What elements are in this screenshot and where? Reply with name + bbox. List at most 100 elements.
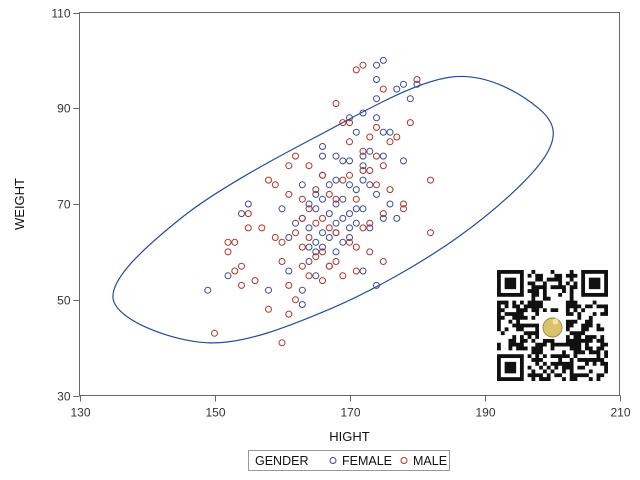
x-tick-label: 150 [205,406,225,420]
data-point-female [224,272,232,280]
data-point-male [373,181,380,189]
data-point-male [346,119,353,127]
qr-logo-highlight [552,318,559,325]
data-point-male [346,138,353,146]
data-point-male [258,224,266,232]
data-point-male [386,186,394,194]
data-point-male [400,200,407,208]
y-axis: 30 50 70 90 110 [51,7,80,404]
data-point-female [312,248,320,256]
data-point-male [352,195,360,203]
data-point-female [305,200,313,208]
data-point-male [359,224,367,232]
data-point-male [352,66,360,74]
data-point-male [319,214,326,222]
y-tick-label: 50 [57,294,71,308]
x-tick-label: 190 [475,406,495,420]
data-point-male [339,119,347,127]
data-point-male [305,205,313,213]
data-point-male [325,262,333,270]
data-point-male [285,281,293,289]
data-point-female [393,85,401,93]
data-point-female [325,210,333,218]
prediction-ellipse [112,75,554,344]
series-male [211,61,434,347]
data-point-female [359,152,367,160]
data-point-female [359,176,367,184]
data-point-female [319,229,326,237]
data-point-male [251,277,259,285]
data-point-male [211,329,218,337]
data-point-female [406,95,414,103]
data-point-female [413,80,421,88]
data-point-female [332,200,340,208]
series-group [204,56,434,347]
data-point-female [298,286,306,294]
data-point-male [244,224,252,232]
data-point-female [319,195,326,203]
data-point-male [359,147,367,155]
data-point-female [346,181,353,189]
data-point-female [298,181,306,189]
data-point-male [278,238,286,246]
data-point-male [231,267,239,275]
qr-code-image [494,267,611,384]
y-tick-label: 30 [57,390,71,404]
data-point-male [427,176,434,184]
qr-finder-core [504,361,517,374]
data-point-male [366,167,374,174]
data-point-female [352,205,360,213]
data-point-male [238,281,245,289]
data-point-male [305,162,313,170]
data-point-female [346,210,353,218]
data-point-female [352,128,360,136]
legend-label-male: MALE [413,454,447,468]
data-point-male [379,258,387,265]
data-point-male [332,258,340,265]
data-point-female [346,157,353,165]
data-point-female [285,234,293,241]
data-point-male [278,339,286,347]
series-female [204,56,421,308]
data-point-female [379,56,387,64]
data-point-female [379,152,387,160]
data-point-male [285,162,293,170]
qr-logo-icon [542,317,563,338]
data-point-female [319,143,326,150]
data-point-female [332,219,340,227]
data-point-male [393,133,401,141]
data-point-male [359,61,367,69]
legend-label-female: FEMALE [342,454,392,468]
data-point-female [366,181,374,189]
data-point-female [292,219,299,227]
data-point-female [346,234,353,241]
y-axis-label: WEIGHT [12,178,27,230]
data-point-female [285,267,293,275]
data-point-male [346,171,353,179]
data-point-male [298,214,306,222]
data-point-female [359,205,367,213]
data-point-male [400,205,407,213]
data-point-male [265,305,272,313]
data-point-male [285,190,293,198]
data-point-female [352,186,360,194]
data-point-female [339,214,347,222]
data-point-female [278,205,286,213]
data-point-female [359,162,367,170]
data-point-female [339,157,347,165]
y-tick-label: 90 [57,102,71,116]
data-point-male [298,243,306,251]
data-point-male [292,296,299,304]
data-point-male [386,138,394,146]
data-point-female [332,152,340,160]
data-point-female [312,190,320,198]
data-point-male [292,229,299,237]
data-point-female [386,128,394,136]
data-point-female [305,224,313,232]
data-point-female [386,200,394,208]
data-point-male [366,133,374,141]
data-point-male [231,238,239,246]
data-point-male [325,224,333,232]
legend-title: GENDER [255,454,308,468]
